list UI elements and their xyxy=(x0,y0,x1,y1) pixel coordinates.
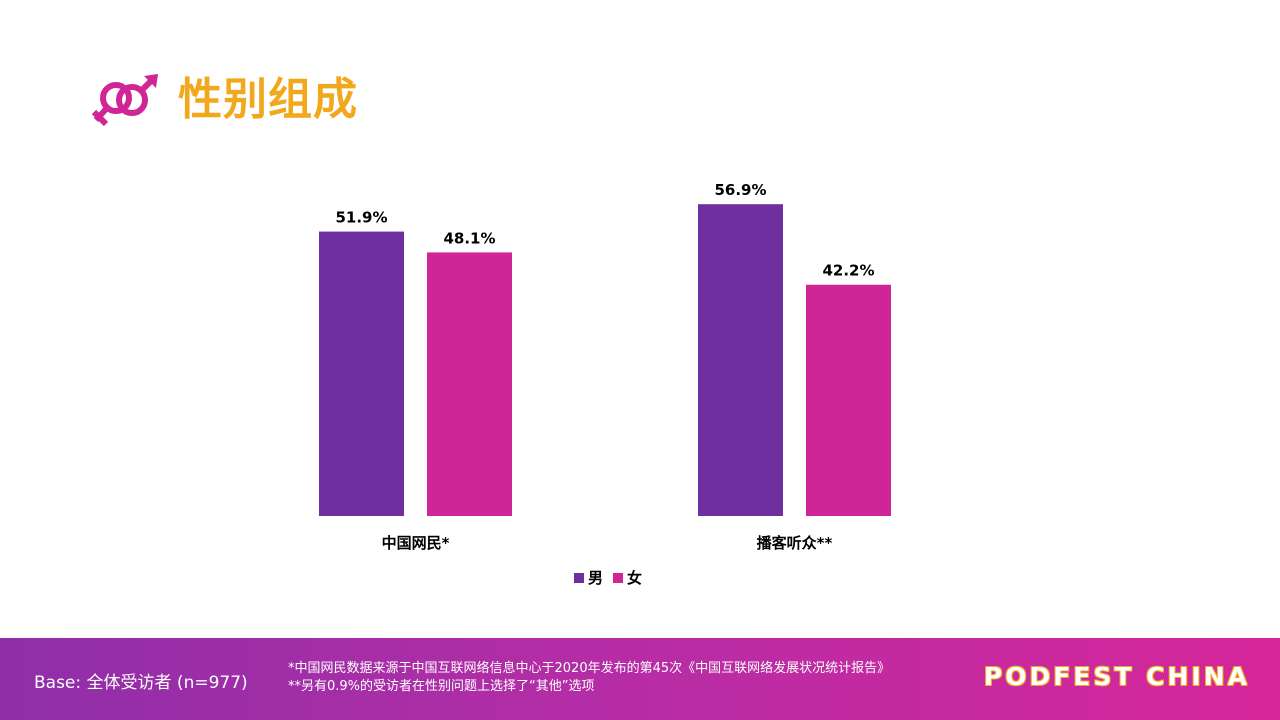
bar-male-1 xyxy=(698,204,783,517)
title-area: 性别组成 xyxy=(92,70,358,130)
data-label-male-1: 56.9% xyxy=(714,181,766,199)
legend-swatch-male xyxy=(574,572,584,583)
legend-label-female: 女 xyxy=(627,569,643,587)
gender-bar-chart: 51.9% 48.1% 中国网民* 56.9% 42.2% 播客听众** xyxy=(319,181,891,552)
category-label-0: 中国网民* xyxy=(382,534,450,552)
data-label-male-0: 51.9% xyxy=(335,209,387,227)
legend-item-male: 男 xyxy=(574,567,603,588)
bar-female-0 xyxy=(427,252,512,517)
footnotes: *中国网民数据来源于中国互联网络信息中心于2020年发布的第45次《中国互联网络… xyxy=(288,660,890,696)
footnote-2: **另有0.9%的受访者在性别问题上选择了“其他”选项 xyxy=(288,679,595,694)
legend-label-male: 男 xyxy=(588,569,604,587)
data-label-female-1: 42.2% xyxy=(822,262,874,280)
category-label-1: 播客听众** xyxy=(757,534,833,552)
gender-symbols-icon xyxy=(92,74,158,127)
legend-item-female: 女 xyxy=(613,567,642,588)
base-note: Base: 全体受访者 (n=977) xyxy=(34,673,248,693)
page-title: 性别组成 xyxy=(178,74,358,125)
bar-male-0 xyxy=(319,231,404,516)
chart-legend: 男 女 xyxy=(574,567,642,588)
brand-logo: PODFEST CHINA xyxy=(983,662,1250,691)
footnote-1: *中国网民数据来源于中国互联网络信息中心于2020年发布的第45次《中国互联网络… xyxy=(288,661,891,676)
bar-female-1 xyxy=(806,284,891,516)
footer-bar: Base: 全体受访者 (n=977) *中国网民数据来源于中国互联网络信息中心… xyxy=(0,638,1280,720)
data-label-female-0: 48.1% xyxy=(443,229,495,247)
legend-swatch-female xyxy=(613,572,624,583)
